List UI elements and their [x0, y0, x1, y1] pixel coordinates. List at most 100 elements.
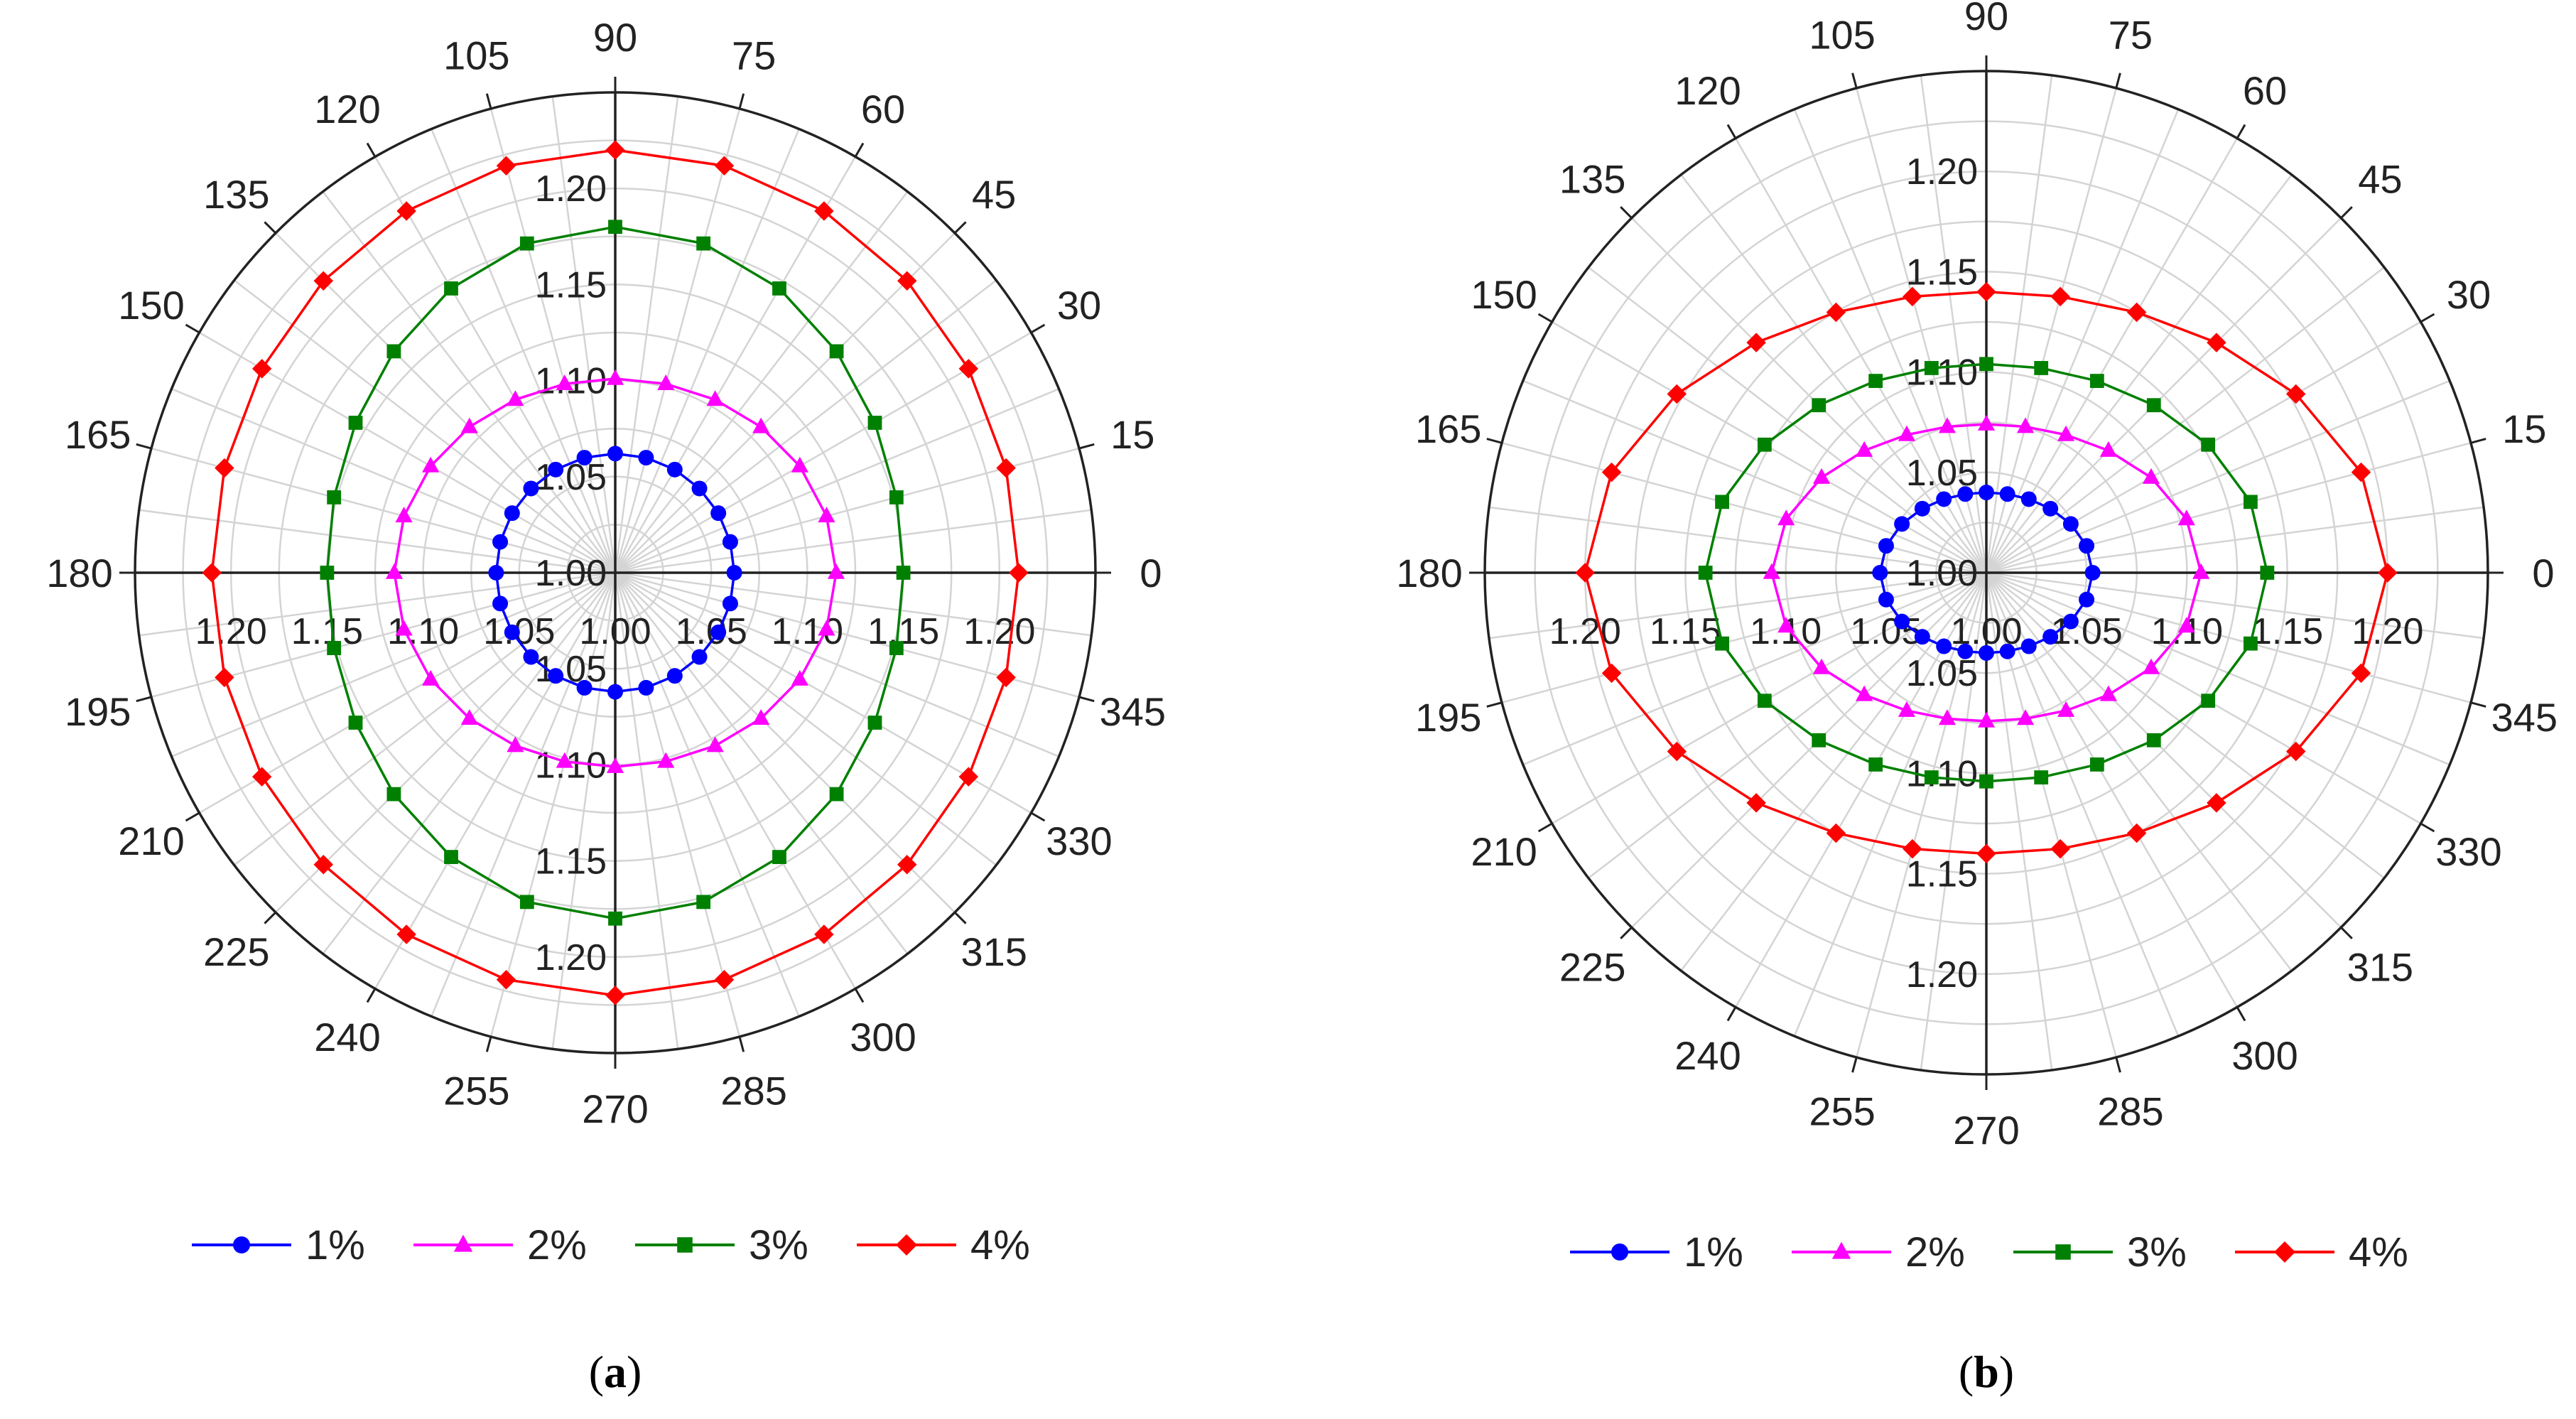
data-point	[492, 595, 509, 612]
angle-tick-mark	[1620, 206, 1633, 219]
legend-marker	[1611, 1243, 1628, 1261]
grid-spoke	[615, 571, 1060, 757]
series-4pct	[1575, 281, 2398, 864]
data-point	[2099, 685, 2117, 701]
radial-tick-label: 1.15	[2251, 611, 2323, 652]
data-point	[818, 620, 835, 636]
panel-caption-b: (b)	[1959, 1347, 2014, 1397]
grid-spoke	[614, 108, 741, 573]
radial-tick-label: 1.20	[963, 611, 1035, 652]
data-point	[348, 716, 363, 730]
data-point	[1924, 770, 1939, 784]
grid-spoke	[489, 572, 617, 1037]
data-point	[1957, 486, 1974, 502]
angle-tick-label: 150	[118, 283, 184, 328]
angle-tick-label: 210	[1471, 829, 1537, 874]
data-point	[313, 271, 333, 291]
angle-tick-label: 285	[720, 1068, 786, 1113]
grid-spoke	[615, 190, 909, 573]
angle-tick-mark	[1486, 438, 1503, 444]
angle-tick-label: 270	[582, 1086, 648, 1131]
grid-spoke	[614, 572, 741, 1037]
radial-tick-label: 1.05	[1906, 653, 1978, 694]
grid-spoke	[615, 572, 909, 955]
data-point	[1746, 793, 1766, 813]
data-point	[1903, 286, 1922, 307]
grid-spoke	[1985, 109, 2180, 573]
data-point	[2351, 663, 2371, 684]
angle-tick-mark	[854, 142, 865, 158]
angle-tick-label: 75	[732, 33, 776, 78]
data-point	[666, 668, 683, 684]
grid-spoke	[551, 572, 617, 1050]
grid-spoke	[615, 572, 956, 913]
angle-tick-label: 180	[46, 551, 112, 595]
data-point	[504, 624, 520, 640]
data-point	[605, 140, 625, 160]
data-point	[313, 855, 333, 875]
angle-tick-label: 15	[1110, 412, 1154, 457]
data-point	[444, 850, 458, 864]
data-point	[1826, 302, 1846, 323]
polar-chart-a: 1.001.001.051.051.051.051.101.101.101.10…	[46, 15, 1166, 1397]
polar-axes-a	[119, 77, 1111, 1069]
radial-tick-label: 1.20	[535, 168, 607, 210]
data-point	[2057, 425, 2075, 441]
data-point	[519, 236, 534, 251]
data-point	[752, 708, 770, 725]
radial-tick-label: 1.05	[1850, 611, 1922, 652]
data-point	[2285, 384, 2306, 404]
grid-spoke	[1986, 174, 2293, 573]
angle-tick-label: 225	[203, 929, 269, 974]
grid-spoke	[615, 509, 1092, 574]
data-point	[2099, 441, 2117, 457]
data-point	[251, 767, 272, 787]
grid-spoke	[1588, 266, 1987, 573]
data-point	[2034, 770, 2049, 784]
angle-tick-label: 90	[1964, 0, 2008, 38]
angle-tick-label: 210	[118, 819, 184, 863]
data-point	[2020, 491, 2037, 507]
data-point	[2244, 636, 2258, 651]
data-point	[710, 505, 727, 522]
grid-spoke	[1985, 572, 2053, 1071]
data-point	[2244, 495, 2258, 509]
grid-spoke	[233, 279, 616, 573]
data-point	[1856, 441, 1873, 457]
grid-spoke	[1985, 75, 2053, 573]
panel-letter-b: b	[1974, 1347, 1999, 1397]
radial-tick-label: 1.20	[535, 937, 607, 978]
grid-spoke	[198, 331, 616, 574]
grid-spoke	[1986, 379, 2450, 574]
series-group-a	[202, 140, 1029, 1005]
angle-tick-label: 120	[1674, 68, 1741, 113]
data-point	[867, 416, 882, 430]
data-point	[2042, 629, 2059, 645]
angle-tick-label: 165	[65, 412, 131, 457]
legend-label: 1%	[305, 1222, 365, 1268]
data-point	[1872, 565, 1888, 581]
grid-spoke	[1986, 442, 2472, 574]
angle-tick-mark	[1851, 1057, 1858, 1073]
data-point	[1667, 741, 1687, 762]
angle-tick-mark	[854, 988, 865, 1003]
grid-spoke	[1522, 571, 1987, 766]
panel-caption-a: (a)	[589, 1347, 642, 1397]
data-point	[519, 895, 534, 910]
data-point	[496, 156, 516, 176]
data-point	[1601, 462, 1622, 482]
grid-spoke	[614, 96, 679, 573]
angle-tick-mark	[1537, 313, 1553, 323]
data-point	[1903, 838, 1922, 859]
caption-open-paren: (	[1959, 1347, 1974, 1397]
data-point	[1763, 563, 1780, 579]
data-point	[2062, 613, 2079, 630]
data-point	[2126, 823, 2147, 843]
radial-tick-label: 1.20	[2352, 611, 2423, 652]
angle-tick-label: 180	[1396, 551, 1462, 595]
data-point	[814, 924, 834, 944]
radial-tick-label: 1.10	[1906, 352, 1978, 394]
data-point	[1777, 509, 1795, 526]
data-point	[889, 641, 904, 655]
radial-tick-label: 1.00	[535, 553, 607, 594]
